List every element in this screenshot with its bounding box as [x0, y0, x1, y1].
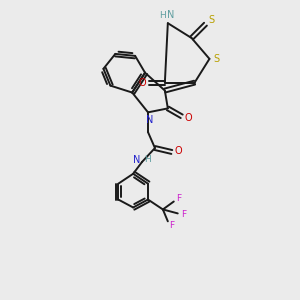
Text: S: S [213, 54, 219, 64]
Text: H: H [160, 11, 166, 20]
Text: N: N [167, 10, 175, 20]
Text: H: H [144, 155, 150, 164]
Text: O: O [138, 78, 146, 88]
Text: F: F [176, 194, 181, 203]
Text: N: N [146, 115, 154, 125]
Text: O: O [175, 146, 182, 156]
Text: F: F [181, 210, 186, 219]
Text: N: N [134, 155, 141, 165]
Text: F: F [169, 221, 174, 230]
Text: S: S [208, 15, 214, 25]
Text: O: O [185, 113, 193, 123]
